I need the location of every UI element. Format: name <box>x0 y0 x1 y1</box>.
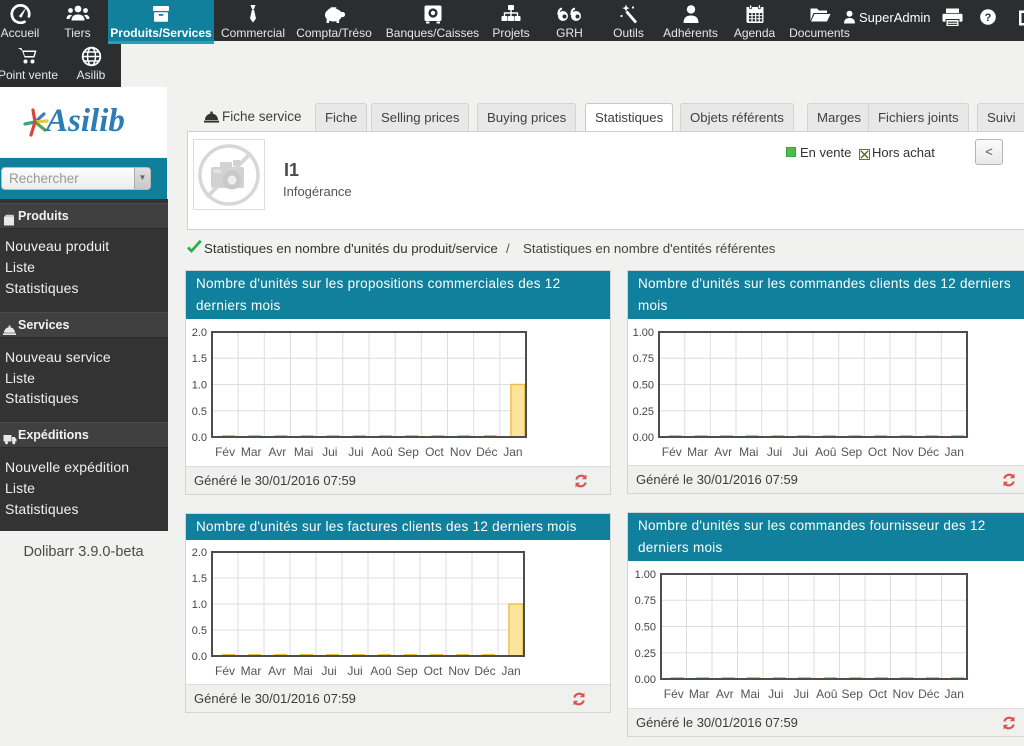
svg-text:Oct: Oct <box>424 664 443 678</box>
svg-text:0.0: 0.0 <box>192 651 207 663</box>
svg-text:Jui: Jui <box>347 664 362 678</box>
svg-text:Fév: Fév <box>215 664 235 678</box>
svg-text:Jan: Jan <box>945 687 964 701</box>
svg-text:Déc: Déc <box>474 664 495 678</box>
svg-text:1.00: 1.00 <box>635 569 656 581</box>
svg-text:Jan: Jan <box>945 445 964 459</box>
svg-text:Jui: Jui <box>793 445 808 459</box>
svg-text:Aoû: Aoû <box>816 687 837 701</box>
svg-text:Fév: Fév <box>664 687 684 701</box>
svg-text:Jui: Jui <box>794 687 809 701</box>
svg-text:0.50: 0.50 <box>633 380 654 392</box>
svg-text:2.0: 2.0 <box>192 547 207 559</box>
svg-text:Mar: Mar <box>241 664 262 678</box>
svg-text:Mar: Mar <box>241 445 262 459</box>
svg-text:1.5: 1.5 <box>192 353 207 365</box>
svg-text:Sep: Sep <box>398 445 420 459</box>
svg-text:0.25: 0.25 <box>635 648 656 660</box>
svg-text:Fév: Fév <box>215 445 235 459</box>
svg-text:Nov: Nov <box>893 687 914 701</box>
svg-text:Sep: Sep <box>396 664 418 678</box>
svg-text:0.50: 0.50 <box>635 622 656 634</box>
svg-text:Jan: Jan <box>501 664 520 678</box>
svg-text:2.0: 2.0 <box>192 327 207 339</box>
svg-text:0.00: 0.00 <box>635 674 656 686</box>
svg-text:?: ? <box>985 12 992 24</box>
svg-text:Jui: Jui <box>348 445 363 459</box>
svg-text:Nov: Nov <box>448 664 469 678</box>
svg-text:Jui: Jui <box>768 687 783 701</box>
svg-text:Oct: Oct <box>868 445 887 459</box>
svg-text:1.5: 1.5 <box>192 573 207 585</box>
svg-text:Avr: Avr <box>714 445 732 459</box>
svg-text:Jui: Jui <box>321 664 336 678</box>
svg-text:Sep: Sep <box>842 687 864 701</box>
svg-text:Nov: Nov <box>892 445 913 459</box>
svg-text:0.5: 0.5 <box>192 406 207 418</box>
svg-text:Sep: Sep <box>841 445 863 459</box>
svg-text:0.75: 0.75 <box>633 353 654 365</box>
svg-text:1.00: 1.00 <box>633 327 654 339</box>
svg-text:Jui: Jui <box>322 445 337 459</box>
svg-text:Jan: Jan <box>503 445 522 459</box>
svg-text:0.00: 0.00 <box>633 432 654 444</box>
svg-text:1.0: 1.0 <box>192 380 207 392</box>
svg-text:Mai: Mai <box>741 687 760 701</box>
svg-text:Oct: Oct <box>425 445 444 459</box>
svg-text:Avr: Avr <box>716 687 734 701</box>
svg-text:0.0: 0.0 <box>192 432 207 444</box>
svg-text:Déc: Déc <box>476 445 497 459</box>
svg-text:Mar: Mar <box>687 445 708 459</box>
svg-text:Mai: Mai <box>293 664 312 678</box>
svg-text:Avr: Avr <box>269 445 287 459</box>
svg-text:Mar: Mar <box>689 687 710 701</box>
svg-text:Mai: Mai <box>294 445 313 459</box>
svg-text:0.5: 0.5 <box>192 625 207 637</box>
svg-text:Jui: Jui <box>767 445 782 459</box>
svg-text:0.75: 0.75 <box>635 595 656 607</box>
svg-text:Mai: Mai <box>739 445 758 459</box>
svg-text:1.0: 1.0 <box>192 599 207 611</box>
svg-text:Aoû: Aoû <box>815 445 836 459</box>
svg-text:Nov: Nov <box>450 445 471 459</box>
svg-text:Déc: Déc <box>918 687 939 701</box>
svg-text:Avr: Avr <box>268 664 286 678</box>
svg-text:Déc: Déc <box>918 445 939 459</box>
svg-text:Fév: Fév <box>662 445 682 459</box>
svg-text:Aoû: Aoû <box>370 664 391 678</box>
svg-text:Oct: Oct <box>868 687 887 701</box>
svg-text:0.25: 0.25 <box>633 406 654 418</box>
svg-text:Aoû: Aoû <box>371 445 392 459</box>
